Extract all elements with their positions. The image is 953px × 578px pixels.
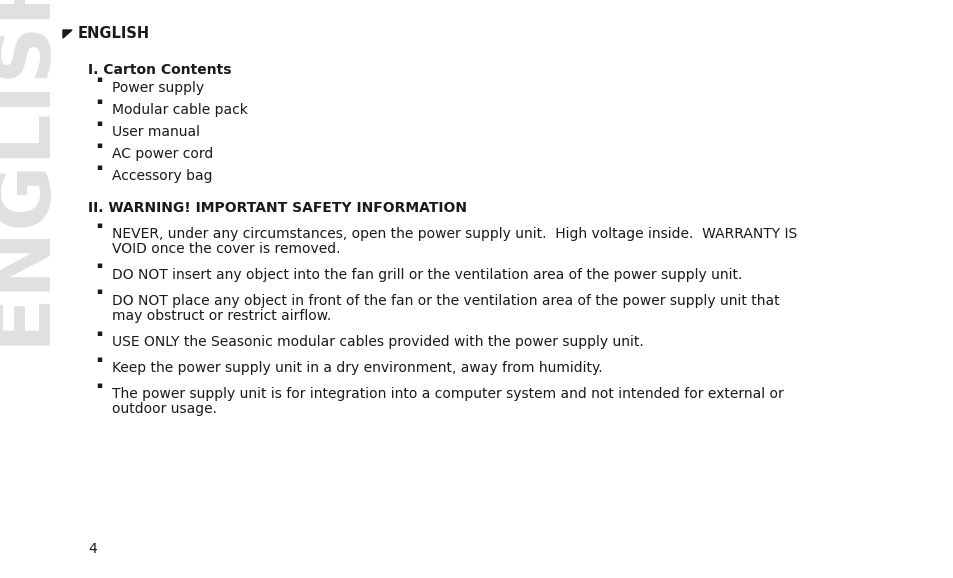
Text: ▪: ▪ bbox=[96, 354, 102, 364]
Text: VOID once the cover is removed.: VOID once the cover is removed. bbox=[112, 242, 340, 256]
Text: AC power cord: AC power cord bbox=[112, 147, 213, 161]
Polygon shape bbox=[63, 30, 71, 38]
Text: NEVER, under any circumstances, open the power supply unit.  High voltage inside: NEVER, under any circumstances, open the… bbox=[112, 227, 797, 241]
Text: User manual: User manual bbox=[112, 125, 200, 139]
Text: ▪: ▪ bbox=[96, 97, 102, 106]
Text: ▪: ▪ bbox=[96, 118, 102, 128]
Text: Modular cable pack: Modular cable pack bbox=[112, 103, 248, 117]
Text: ▪: ▪ bbox=[96, 140, 102, 150]
Text: I. Carton Contents: I. Carton Contents bbox=[88, 63, 232, 77]
Text: USE ONLY the Seasonic modular cables provided with the power supply unit.: USE ONLY the Seasonic modular cables pro… bbox=[112, 335, 643, 349]
Text: ▪: ▪ bbox=[96, 220, 102, 229]
Text: may obstruct or restrict airflow.: may obstruct or restrict airflow. bbox=[112, 309, 331, 323]
Text: outdoor usage.: outdoor usage. bbox=[112, 402, 216, 416]
Text: ▪: ▪ bbox=[96, 328, 102, 338]
Text: ▪: ▪ bbox=[96, 261, 102, 271]
Text: Accessory bag: Accessory bag bbox=[112, 169, 213, 183]
Text: ▪: ▪ bbox=[96, 380, 102, 390]
Text: ▪: ▪ bbox=[96, 287, 102, 297]
Text: II. WARNING! IMPORTANT SAFETY INFORMATION: II. WARNING! IMPORTANT SAFETY INFORMATIO… bbox=[88, 201, 467, 215]
Text: The power supply unit is for integration into a computer system and not intended: The power supply unit is for integration… bbox=[112, 387, 783, 401]
Text: DO NOT insert any object into the fan grill or the ventilation area of the power: DO NOT insert any object into the fan gr… bbox=[112, 268, 741, 282]
Text: DO NOT place any object in front of the fan or the ventilation area of the power: DO NOT place any object in front of the … bbox=[112, 294, 779, 308]
Text: Keep the power supply unit in a dry environment, away from humidity.: Keep the power supply unit in a dry envi… bbox=[112, 361, 602, 375]
Text: Power supply: Power supply bbox=[112, 81, 204, 95]
Text: ▪: ▪ bbox=[96, 75, 102, 83]
Text: ▪: ▪ bbox=[96, 162, 102, 172]
Text: ENGLISH: ENGLISH bbox=[78, 27, 150, 42]
Text: 4: 4 bbox=[88, 542, 96, 556]
Text: ENGLISH: ENGLISH bbox=[0, 0, 61, 346]
